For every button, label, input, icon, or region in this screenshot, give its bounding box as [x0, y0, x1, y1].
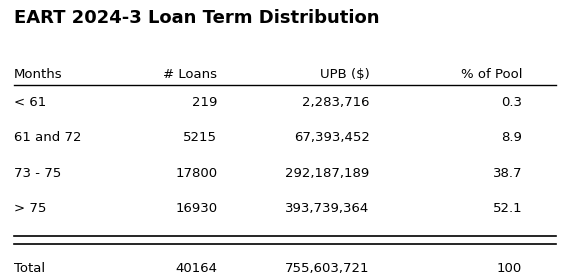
Text: UPB ($): UPB ($) [320, 68, 370, 81]
Text: 40164: 40164 [175, 262, 217, 275]
Text: # Loans: # Loans [163, 68, 217, 81]
Text: 292,187,189: 292,187,189 [286, 167, 370, 180]
Text: 67,393,452: 67,393,452 [294, 131, 370, 144]
Text: 393,739,364: 393,739,364 [286, 202, 370, 216]
Text: Total: Total [14, 262, 45, 275]
Text: 17800: 17800 [175, 167, 217, 180]
Text: 73 - 75: 73 - 75 [14, 167, 62, 180]
Text: 0.3: 0.3 [501, 96, 522, 109]
Text: Months: Months [14, 68, 63, 81]
Text: > 75: > 75 [14, 202, 46, 216]
Text: 2,283,716: 2,283,716 [302, 96, 370, 109]
Text: 16930: 16930 [175, 202, 217, 216]
Text: 100: 100 [497, 262, 522, 275]
Text: 755,603,721: 755,603,721 [285, 262, 370, 275]
Text: 38.7: 38.7 [492, 167, 522, 180]
Text: 219: 219 [192, 96, 217, 109]
Text: % of Pool: % of Pool [461, 68, 522, 81]
Text: < 61: < 61 [14, 96, 46, 109]
Text: 61 and 72: 61 and 72 [14, 131, 82, 144]
Text: EART 2024-3 Loan Term Distribution: EART 2024-3 Loan Term Distribution [14, 9, 380, 27]
Text: 8.9: 8.9 [501, 131, 522, 144]
Text: 5215: 5215 [184, 131, 217, 144]
Text: 52.1: 52.1 [492, 202, 522, 216]
